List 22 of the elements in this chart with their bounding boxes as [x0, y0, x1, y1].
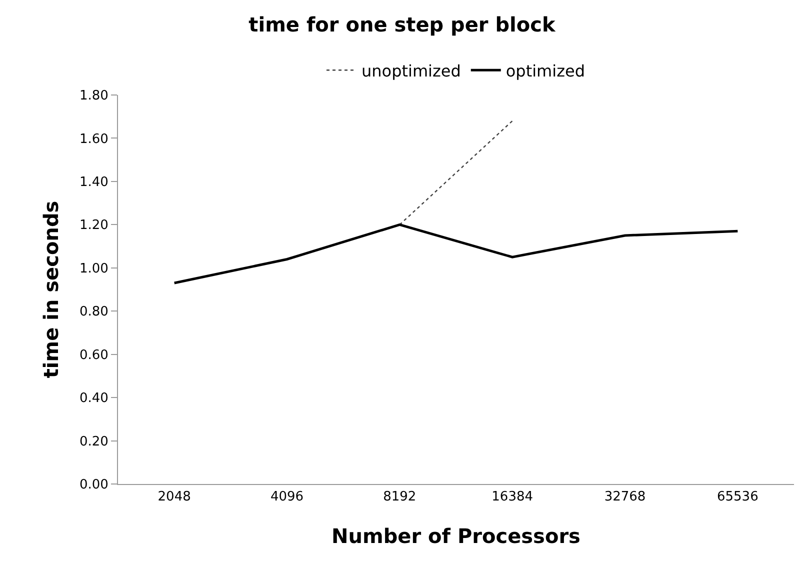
y-tick-label: 1.20 — [79, 218, 108, 234]
x-tick-label: 4096 — [270, 490, 304, 505]
x-tick-label: 8192 — [383, 490, 416, 505]
x-tick-label: 16384 — [492, 490, 534, 505]
x-axis-title: Number of Processors — [332, 524, 580, 548]
x-tick-label: 32768 — [604, 490, 646, 505]
y-tick-label: 0.60 — [79, 348, 108, 363]
legend-label: unoptimized — [362, 61, 461, 80]
y-tick-label: 0.80 — [79, 304, 108, 320]
y-tick-label: 0.00 — [79, 478, 108, 493]
y-axis-title: time in seconds — [38, 200, 63, 378]
line-series — [173, 223, 739, 284]
y-tick-label: 1.00 — [79, 261, 108, 276]
y-tick-label: 1.40 — [79, 174, 108, 190]
y-tick-label: 0.40 — [79, 391, 108, 406]
legend-label: optimized — [506, 61, 585, 80]
x-tick-label: 2048 — [158, 490, 191, 505]
y-tick-label: 0.20 — [79, 434, 108, 450]
chart-title: time for one step per block — [248, 12, 556, 36]
y-tick-label: 1.80 — [79, 88, 108, 104]
x-tick-label: 65536 — [716, 490, 758, 505]
y-tick-label: 1.60 — [79, 132, 108, 147]
